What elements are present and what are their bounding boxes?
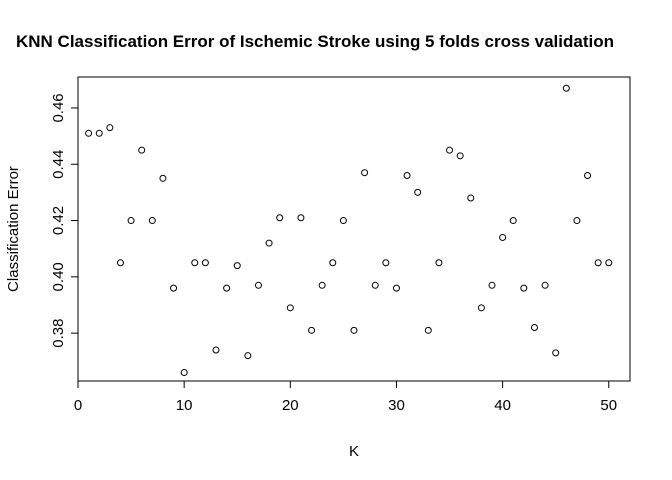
data-point	[382, 259, 390, 267]
data-point	[477, 304, 485, 312]
data-point	[573, 217, 581, 225]
data-point	[95, 129, 103, 137]
data-point	[85, 129, 93, 137]
data-point	[286, 304, 294, 312]
data-points	[85, 84, 613, 377]
data-point	[339, 217, 347, 225]
data-point	[297, 214, 305, 222]
y-tick-label: 0.44	[50, 150, 67, 179]
x-tick-label: 30	[388, 397, 405, 414]
data-point	[127, 217, 135, 225]
data-point	[116, 259, 124, 267]
x-tick-label: 20	[282, 397, 299, 414]
data-point	[201, 259, 209, 267]
data-point	[244, 352, 252, 360]
plot-frame	[77, 76, 631, 382]
data-point	[276, 214, 284, 222]
data-point	[456, 152, 464, 160]
data-point	[499, 233, 507, 241]
data-point	[170, 284, 178, 292]
data-point	[265, 239, 273, 247]
x-tick-label: 50	[600, 397, 617, 414]
data-point	[530, 324, 538, 332]
data-point	[212, 346, 220, 354]
data-point	[371, 281, 379, 289]
x-tick-label: 10	[176, 397, 193, 414]
data-point	[308, 326, 316, 334]
data-point	[552, 349, 560, 357]
y-axis: 0.38 0.40 0.42 0.44 0.46	[50, 93, 79, 348]
data-point	[403, 172, 411, 180]
x-axis: 0 10 20 30 40 50	[74, 380, 617, 414]
y-tick-label: 0.38	[50, 319, 67, 348]
data-point	[605, 259, 613, 267]
data-point	[446, 146, 454, 154]
data-point	[233, 262, 241, 270]
data-point	[467, 194, 475, 202]
data-point	[318, 281, 326, 289]
data-point	[541, 281, 549, 289]
data-point	[138, 146, 146, 154]
x-tick-label: 40	[494, 397, 511, 414]
data-point	[254, 281, 262, 289]
data-point	[159, 174, 167, 182]
data-point	[223, 284, 231, 292]
data-point	[562, 84, 570, 92]
data-point	[509, 217, 517, 225]
data-point	[361, 169, 369, 177]
data-point	[148, 217, 156, 225]
data-point	[424, 326, 432, 334]
y-tick-label: 0.40	[50, 262, 67, 291]
data-point	[329, 259, 337, 267]
data-point	[584, 172, 592, 180]
data-point	[414, 188, 422, 196]
data-point	[191, 259, 199, 267]
x-tick-label: 0	[74, 397, 82, 414]
chart-title: KNN Classification Error of Ischemic Str…	[16, 32, 614, 51]
data-point	[594, 259, 602, 267]
x-axis-label: K	[349, 443, 359, 460]
data-point	[392, 284, 400, 292]
data-point	[520, 284, 528, 292]
data-point	[180, 369, 188, 377]
data-point	[106, 124, 114, 132]
y-tick-label: 0.42	[50, 206, 67, 235]
data-point	[488, 281, 496, 289]
data-point	[435, 259, 443, 267]
y-tick-label: 0.46	[50, 93, 67, 122]
y-axis-label: Classification Error	[5, 166, 22, 292]
data-point	[350, 326, 358, 334]
